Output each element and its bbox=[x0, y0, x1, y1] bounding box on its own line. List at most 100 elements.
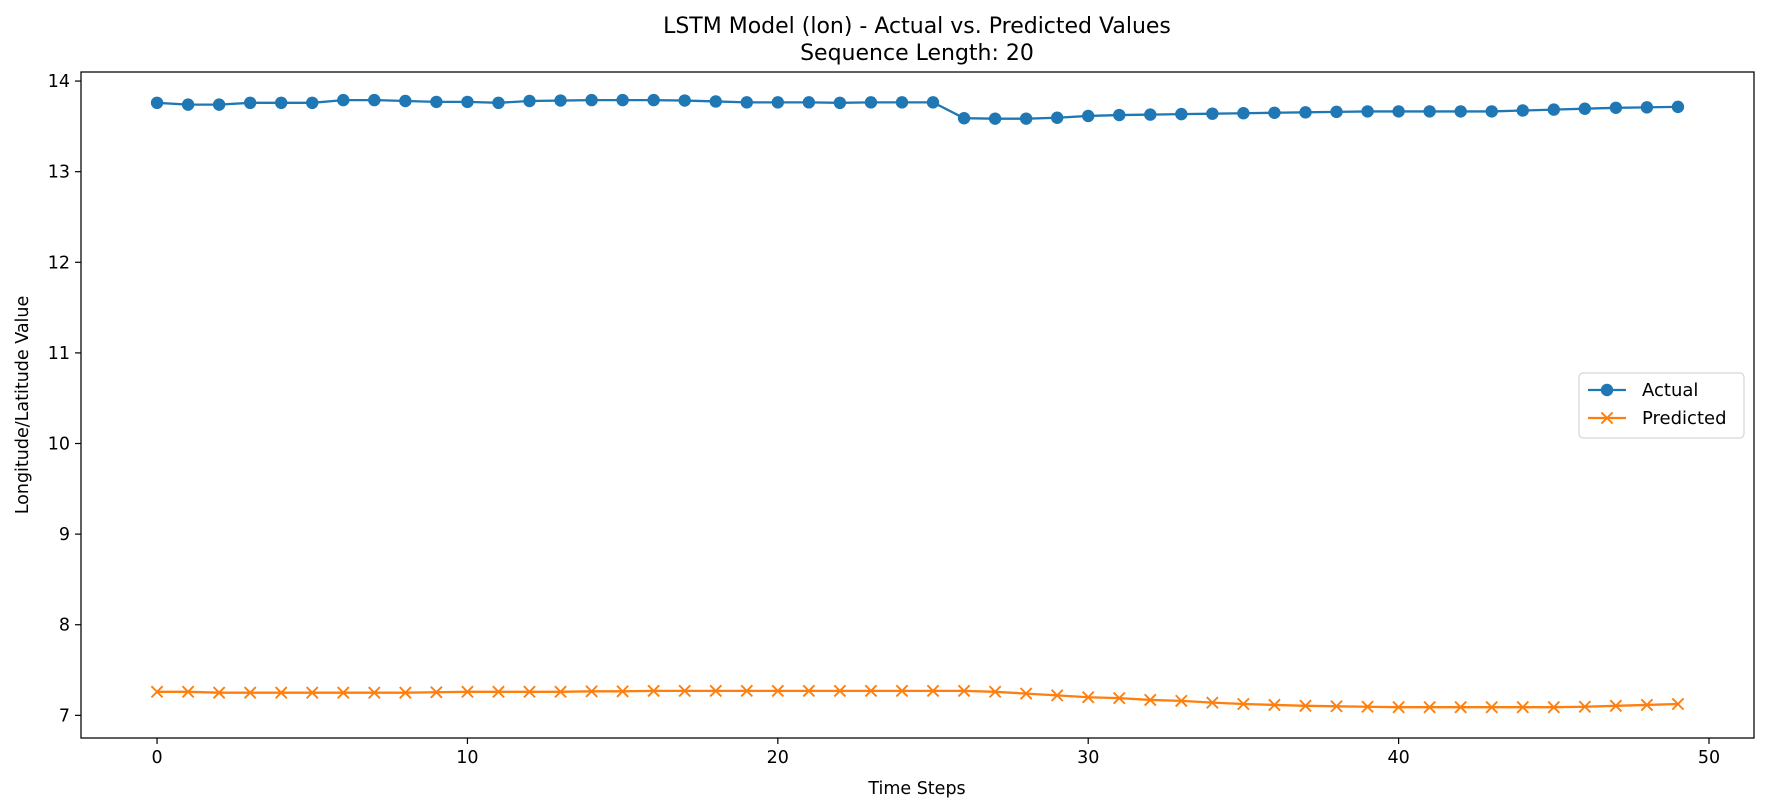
data-point-predicted bbox=[740, 684, 754, 698]
data-point-actual bbox=[864, 96, 878, 109]
data-point-predicted bbox=[1454, 700, 1467, 714]
data-point-actual bbox=[1423, 105, 1436, 118]
data-point-predicted bbox=[678, 684, 691, 698]
data-point-actual bbox=[523, 94, 536, 108]
data-point-predicted bbox=[1144, 693, 1157, 707]
data-point-predicted bbox=[1268, 698, 1281, 712]
data-point-actual bbox=[1175, 107, 1188, 121]
data-point-predicted bbox=[337, 686, 350, 699]
data-point-predicted bbox=[368, 686, 381, 699]
x-tick-label: 20 bbox=[767, 748, 789, 768]
data-point-actual bbox=[1392, 105, 1405, 118]
data-point-actual bbox=[988, 112, 1002, 125]
data-point-actual bbox=[1113, 108, 1126, 122]
data-point-predicted bbox=[523, 685, 536, 699]
data-point-predicted bbox=[1485, 700, 1498, 714]
data-point-predicted bbox=[957, 684, 971, 698]
data-point-actual bbox=[1144, 108, 1157, 121]
data-point-actual bbox=[461, 95, 474, 109]
data-point-predicted bbox=[1206, 696, 1219, 709]
data-point-actual bbox=[399, 94, 412, 108]
data-point-predicted bbox=[1423, 700, 1436, 714]
data-point-actual bbox=[1609, 101, 1623, 114]
data-point-actual bbox=[895, 96, 909, 109]
x-tick-label: 40 bbox=[1387, 748, 1409, 768]
data-point-predicted bbox=[585, 685, 598, 698]
data-point-actual bbox=[150, 96, 164, 110]
y-axis-label: Longitude/Latitude Value bbox=[13, 296, 33, 515]
data-point-predicted bbox=[181, 685, 195, 699]
data-point-actual bbox=[1019, 112, 1033, 125]
data-point-predicted bbox=[926, 684, 940, 698]
data-point-predicted bbox=[802, 684, 816, 698]
data-point-actual bbox=[1237, 107, 1250, 120]
data-point-actual bbox=[709, 95, 722, 108]
data-point-predicted bbox=[1112, 691, 1126, 705]
x-tick-label: 10 bbox=[456, 748, 478, 768]
data-point-predicted bbox=[461, 685, 474, 699]
data-point-predicted bbox=[1175, 694, 1188, 708]
data-point-predicted bbox=[1050, 689, 1064, 702]
plot-area bbox=[80, 71, 1755, 739]
data-point-predicted bbox=[771, 684, 785, 698]
data-point-actual bbox=[616, 93, 629, 107]
data-point-actual bbox=[1330, 105, 1343, 119]
data-point-actual bbox=[1671, 100, 1685, 114]
data-point-actual bbox=[585, 93, 598, 107]
data-point-predicted bbox=[1019, 687, 1033, 700]
data-point-actual bbox=[1361, 105, 1374, 118]
data-point-predicted bbox=[1640, 698, 1654, 712]
data-point-actual bbox=[306, 96, 319, 110]
data-point-actual bbox=[243, 96, 257, 110]
data-point-actual bbox=[1640, 101, 1654, 114]
data-point-predicted bbox=[864, 684, 878, 698]
legend-marker-actual bbox=[1600, 383, 1614, 397]
y-tick-label: 7 bbox=[59, 706, 70, 726]
y-tick-label: 11 bbox=[48, 344, 70, 364]
legend-label-predicted: Predicted bbox=[1642, 408, 1727, 429]
data-point-actual bbox=[771, 96, 785, 109]
y-tick-label: 8 bbox=[59, 616, 70, 636]
series-layer bbox=[150, 93, 1685, 714]
y-tick-label: 9 bbox=[59, 525, 70, 545]
data-point-actual bbox=[833, 96, 847, 110]
x-axis-label: Time Steps bbox=[867, 779, 965, 799]
data-point-predicted bbox=[492, 685, 505, 699]
y-axis: 7 8 9 10 11 12 13 14 bbox=[48, 72, 81, 726]
data-point-actual bbox=[1268, 106, 1281, 119]
data-point-predicted bbox=[150, 685, 164, 699]
data-point-predicted bbox=[274, 686, 288, 699]
data-point-actual bbox=[678, 94, 691, 107]
data-point-actual bbox=[1578, 102, 1592, 115]
data-point-predicted bbox=[647, 684, 660, 698]
data-point-predicted bbox=[430, 685, 443, 699]
data-point-actual bbox=[802, 96, 816, 109]
data-point-actual bbox=[1547, 103, 1560, 116]
data-point-predicted bbox=[1081, 690, 1095, 704]
data-point-predicted bbox=[399, 686, 412, 699]
x-tick-label: 30 bbox=[1077, 748, 1099, 768]
data-point-actual bbox=[740, 96, 753, 109]
data-point-predicted bbox=[1609, 699, 1623, 713]
data-point-predicted bbox=[1330, 700, 1343, 713]
data-point-actual bbox=[957, 112, 971, 125]
data-point-predicted bbox=[1299, 699, 1312, 713]
data-point-predicted bbox=[988, 685, 1002, 699]
data-point-actual bbox=[212, 98, 226, 111]
data-point-actual bbox=[926, 96, 940, 109]
data-point-predicted bbox=[616, 685, 629, 698]
data-point-predicted bbox=[212, 686, 226, 699]
data-point-actual bbox=[1454, 105, 1467, 118]
data-point-actual bbox=[1206, 107, 1219, 120]
series-line-predicted bbox=[155, 689, 1680, 709]
data-point-predicted bbox=[1671, 697, 1685, 711]
data-point-predicted bbox=[243, 686, 257, 699]
data-point-actual bbox=[1050, 111, 1064, 124]
chart-title: LSTM Model (lon) - Actual vs. Predicted … bbox=[663, 14, 1171, 39]
chart-subtitle: Sequence Length: 20 bbox=[800, 41, 1034, 66]
y-tick-label: 12 bbox=[48, 253, 70, 273]
data-point-actual bbox=[430, 95, 443, 109]
legend-label-actual: Actual bbox=[1642, 380, 1698, 401]
